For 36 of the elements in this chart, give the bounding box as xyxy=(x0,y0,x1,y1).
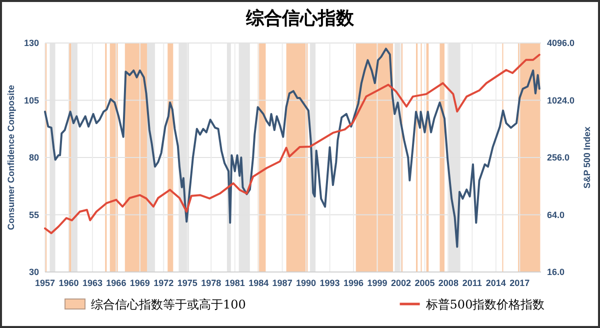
x-tick-label: 2017 xyxy=(510,278,530,288)
x-tick-label: 1981 xyxy=(224,278,245,288)
y2-tick-label: 4096.0 xyxy=(547,38,575,48)
y2-tick-label: 256.0 xyxy=(547,152,570,163)
y2-tick-label: 64.0 xyxy=(547,210,565,220)
y-tick-label: 30 xyxy=(28,267,39,278)
x-tick-label: 1960 xyxy=(58,278,79,288)
x-tick-label: 1957 xyxy=(34,278,56,288)
y2-axis-title: S&P 500 Index xyxy=(582,126,592,188)
x-tick-label: 2014 xyxy=(486,278,506,288)
x-tick-label: 1969 xyxy=(130,278,150,288)
x-tick-label: 2008 xyxy=(438,278,458,288)
y2-tick-label: 16.0 xyxy=(547,267,565,278)
legend-label: 综合信心指数等于或高于100 xyxy=(91,298,246,312)
y2-tick-label: 1024.0 xyxy=(547,95,575,106)
x-tick-label: 1987 xyxy=(272,278,292,288)
x-tick-label: 1978 xyxy=(201,278,222,288)
legend-label: 标普500指数价格指数 xyxy=(424,298,545,312)
x-tick-label: 2011 xyxy=(462,278,482,288)
x-tick-label: 1993 xyxy=(320,278,340,288)
y-tick-label: 105 xyxy=(24,95,39,106)
x-tick-label: 1966 xyxy=(106,278,126,288)
y-tick-label: 80 xyxy=(28,152,39,163)
x-tick-label: 1963 xyxy=(82,278,102,288)
x-tick-label: 1999 xyxy=(367,278,388,288)
chart-title: 综合信心指数 xyxy=(245,8,355,29)
x-tick-label: 1972 xyxy=(154,278,174,288)
x-tick-label: 1990 xyxy=(296,278,316,288)
x-tick-label: 2002 xyxy=(390,278,411,288)
x-tick-label: 1975 xyxy=(177,278,198,288)
x-tick-label: 1996 xyxy=(344,278,364,288)
y-axis-title: Consumer Confidence Composite xyxy=(6,84,16,230)
y-tick-label: 130 xyxy=(24,38,39,48)
x-tick-label: 2005 xyxy=(414,278,435,288)
y-tick-label: 55 xyxy=(28,210,39,220)
x-tick-label: 1984 xyxy=(248,278,269,288)
